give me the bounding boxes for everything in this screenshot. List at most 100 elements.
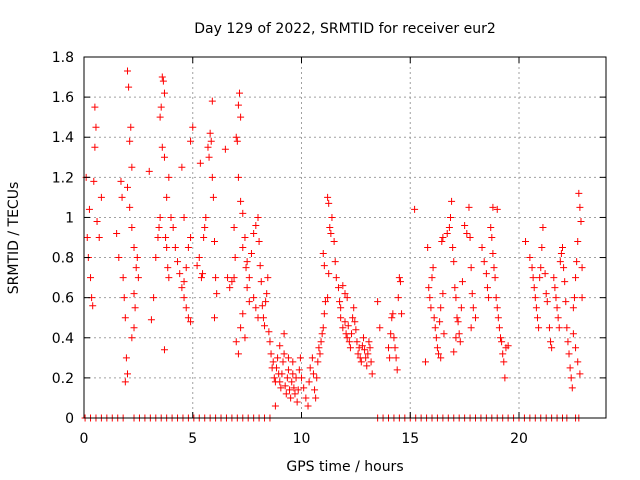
data-point xyxy=(311,386,319,394)
data-point xyxy=(426,294,434,302)
data-point xyxy=(351,318,359,326)
data-point xyxy=(574,358,582,366)
data-point xyxy=(547,338,555,346)
data-point xyxy=(176,270,184,278)
data-point xyxy=(449,244,457,252)
data-point xyxy=(344,322,352,330)
data-point xyxy=(458,278,466,286)
data-point xyxy=(265,328,273,336)
data-point xyxy=(118,193,126,201)
data-point xyxy=(286,386,294,394)
data-point xyxy=(237,197,245,205)
data-point xyxy=(162,234,170,241)
data-point xyxy=(242,264,250,272)
data-point xyxy=(239,310,247,318)
data-point xyxy=(298,374,305,382)
data-point xyxy=(269,358,277,366)
data-point xyxy=(280,350,288,358)
data-point xyxy=(424,244,432,252)
data-point xyxy=(437,354,445,362)
data-point xyxy=(288,378,296,386)
data-point xyxy=(132,264,140,272)
data-point xyxy=(398,310,406,318)
data-point xyxy=(388,314,396,322)
data-point xyxy=(389,310,397,318)
data-point xyxy=(133,254,141,262)
data-point xyxy=(542,290,550,298)
data-point xyxy=(427,304,435,312)
data-point xyxy=(532,304,540,312)
data-point xyxy=(189,123,197,131)
data-point xyxy=(352,326,360,334)
data-point xyxy=(448,197,456,205)
data-point xyxy=(152,254,160,262)
data-point xyxy=(213,290,221,298)
data-point xyxy=(343,334,351,342)
data-point xyxy=(548,344,556,352)
data-point xyxy=(211,314,218,322)
data-point xyxy=(207,137,215,145)
data-point xyxy=(467,264,475,272)
data-point xyxy=(158,73,166,81)
data-point xyxy=(482,270,490,278)
data-point xyxy=(349,314,357,322)
data-point xyxy=(530,284,538,292)
data-point xyxy=(130,290,138,298)
data-point xyxy=(159,77,167,85)
data-point xyxy=(234,350,242,358)
data-point xyxy=(553,304,561,312)
data-point xyxy=(180,278,188,286)
data-point xyxy=(430,314,438,322)
data-point xyxy=(541,270,549,278)
data-point xyxy=(169,223,177,231)
data-point xyxy=(284,366,292,374)
data-point xyxy=(247,250,255,258)
data-point xyxy=(150,294,158,302)
data-point xyxy=(328,213,336,221)
data-point xyxy=(497,334,505,342)
data-point xyxy=(208,97,216,105)
data-point xyxy=(128,334,136,342)
data-point xyxy=(243,284,251,292)
y-tick-label: 1.8 xyxy=(52,50,74,66)
data-point xyxy=(564,338,572,346)
data-point xyxy=(543,298,551,306)
x-tick-label: 0 xyxy=(80,431,89,447)
data-point xyxy=(274,354,282,362)
data-point xyxy=(433,344,441,352)
data-point xyxy=(568,384,576,392)
data-point xyxy=(435,350,443,358)
data-point xyxy=(283,374,291,382)
data-point xyxy=(206,129,214,137)
data-point xyxy=(199,270,207,278)
data-point xyxy=(385,344,392,352)
data-point xyxy=(193,262,201,270)
data-point xyxy=(124,67,131,75)
data-point xyxy=(263,290,271,298)
data-point xyxy=(357,358,365,366)
data-point xyxy=(528,264,536,272)
data-point xyxy=(167,213,175,221)
data-point xyxy=(569,330,577,338)
data-point xyxy=(187,234,195,241)
data-point xyxy=(324,294,332,302)
data-point xyxy=(363,362,371,370)
data-point xyxy=(577,217,585,225)
data-point xyxy=(468,290,476,298)
data-point xyxy=(200,234,208,241)
data-point xyxy=(365,338,373,346)
data-point xyxy=(463,229,471,237)
data-point xyxy=(180,294,188,302)
data-point xyxy=(147,316,155,324)
data-point xyxy=(312,394,320,402)
data-point xyxy=(234,101,242,109)
data-point xyxy=(289,358,297,366)
data-point xyxy=(559,244,566,252)
data-point xyxy=(489,203,497,211)
data-point xyxy=(330,238,338,246)
data-point xyxy=(95,234,103,241)
data-point xyxy=(491,274,499,282)
data-point xyxy=(439,234,447,241)
data-point xyxy=(280,330,288,338)
data-point xyxy=(271,402,279,410)
